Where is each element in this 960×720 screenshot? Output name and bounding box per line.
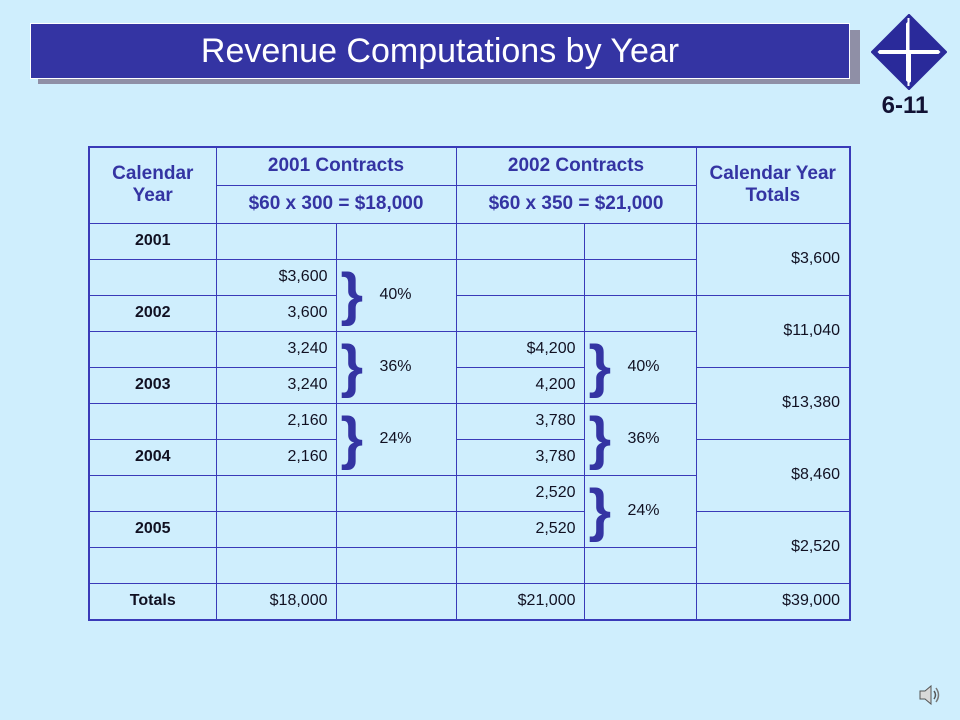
pct-2002-1: 40% — [627, 358, 660, 375]
brace-2001-1: } 40% — [335, 258, 457, 332]
cell-2002-e: 2,520 — [455, 474, 585, 512]
brace-2001-2: } 36% — [335, 330, 457, 404]
page-title: Revenue Computations by Year — [200, 31, 680, 70]
revenue-table: Calendar Year 2001 Contracts 2002 Contra… — [88, 146, 851, 621]
total-2002-contracts: $21,000 — [455, 582, 585, 620]
table-row: 2,160 } 24% 3,780 } 36% — [88, 402, 850, 476]
curly-brace-icon: } — [340, 334, 364, 399]
curly-brace-icon: } — [588, 478, 612, 543]
curly-brace-icon: } — [340, 406, 364, 471]
total-2001-contracts: $18,000 — [215, 582, 337, 620]
diamond-logo-icon — [871, 14, 947, 90]
pct-2001-3: 24% — [379, 430, 412, 447]
title-bar: Revenue Computations by Year — [30, 23, 850, 79]
header-year-totals: Calendar Year Totals — [695, 146, 851, 224]
cell-2002-b: 4,200 — [455, 366, 585, 404]
pct-2001-2: 36% — [379, 358, 412, 375]
slide-number: 6-11 — [881, 92, 929, 119]
brace-2002-1: } 40% — [583, 330, 697, 404]
table-row: 3,240 } 36% $4,200 } 40% — [88, 330, 850, 404]
totals-label: Totals — [88, 582, 217, 620]
total-2002: $11,040 — [695, 294, 851, 368]
total-2004: $8,460 — [695, 438, 851, 512]
total-2003: $13,380 — [695, 366, 851, 440]
pct-2002-3: 24% — [627, 502, 660, 519]
header-calendar-year: Calendar Year — [88, 146, 217, 224]
grand-total: $39,000 — [695, 582, 851, 620]
table-row: 2004 2,160 3,780 $8,460 — [88, 438, 851, 512]
table-row: 2005 2,520 $2,520 — [88, 510, 851, 584]
totals-row: Totals $18,000 $21,000 $39,000 — [88, 582, 851, 620]
cell-2001-e: 2,160 — [215, 402, 337, 440]
header-calc-2002: $60 x 350 = $21,000 — [455, 184, 697, 224]
pct-2001-1: 40% — [379, 286, 412, 303]
pct-2002-2: 36% — [627, 430, 660, 447]
cell-2001-f: 2,160 — [215, 438, 337, 476]
table-row: 2002 3,600 $11,040 — [88, 294, 851, 368]
curly-brace-icon: } — [588, 406, 612, 471]
cell-2002-d: 3,780 — [455, 438, 585, 476]
table-row — [88, 546, 850, 584]
year-2003: 2003 — [88, 366, 217, 404]
cell-2001-c: 3,240 — [215, 330, 337, 368]
cell-2002-f: 2,520 — [455, 510, 585, 548]
curly-brace-icon: } — [588, 334, 612, 399]
cell-2002-c: 3,780 — [455, 402, 585, 440]
header-2001-contracts: 2001 Contracts — [215, 146, 457, 186]
brace-2002-2: } 36% — [583, 402, 697, 476]
cell-2001-b: 3,600 — [215, 294, 337, 332]
year-2002: 2002 — [88, 294, 217, 332]
table-row: 2,520 } 24% — [88, 474, 850, 548]
total-2001: $3,600 — [695, 222, 851, 296]
header-calc-2001: $60 x 300 = $18,000 — [215, 184, 457, 224]
cell-2001-d: 3,240 — [215, 366, 337, 404]
table-row: $3,600 } 40% — [88, 258, 850, 332]
cell-2001-a: $3,600 — [215, 258, 337, 296]
total-2005: $2,520 — [695, 510, 851, 584]
table-row: 2003 3,240 4,200 $13,380 — [88, 366, 851, 440]
table-row: 2001 $3,600 — [88, 222, 851, 296]
header-2002-contracts: 2002 Contracts — [455, 146, 697, 186]
brace-2002-3: } 24% — [583, 474, 697, 548]
year-2001: 2001 — [88, 222, 217, 260]
year-2005: 2005 — [88, 510, 217, 548]
year-2004: 2004 — [88, 438, 217, 476]
curly-brace-icon: } — [340, 262, 364, 327]
brace-2001-3: } 24% — [335, 402, 457, 476]
speaker-icon[interactable] — [917, 682, 943, 708]
cell-2002-a: $4,200 — [455, 330, 585, 368]
